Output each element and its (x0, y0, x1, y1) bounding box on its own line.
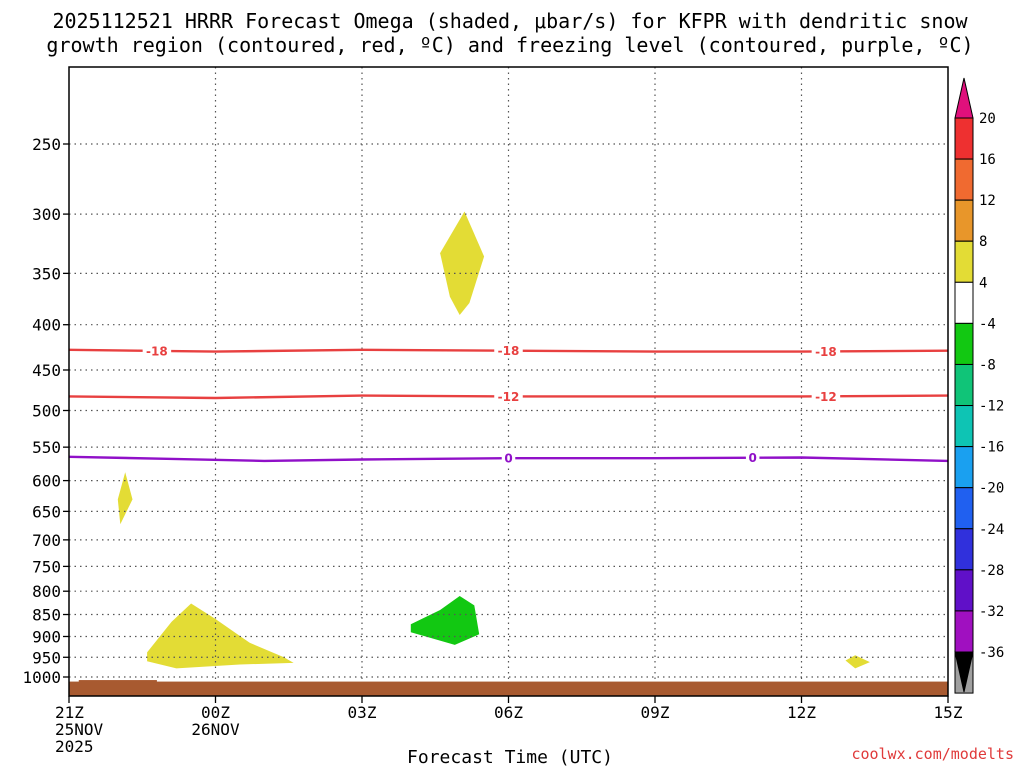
x-tick-label-0-2: 2025 (55, 737, 94, 756)
y-tick-label-600: 600 (32, 472, 61, 491)
colorbar-swatch-13 (954, 610, 974, 653)
contour-label-bg-0-2 (811, 344, 841, 359)
colorbar-swatch-12 (954, 569, 974, 612)
y-tick-label-750: 750 (32, 557, 61, 576)
y-tick-label-800: 800 (32, 582, 61, 601)
colorbar-swatch-10 (954, 487, 974, 530)
omega-region-2 (147, 603, 294, 669)
colorbar-swatch-11 (954, 528, 974, 571)
contour-label-bg-1-1 (811, 389, 841, 404)
colorbar-label-5: -4 (979, 316, 996, 332)
colorbar-under-triangle (954, 651, 974, 693)
colorbar-label-12: -32 (979, 604, 1004, 620)
colorbar-label-3: 8 (979, 234, 987, 250)
chart-title-line1: 2025112521 HRRR Forecast Omega (shaded, … (52, 9, 968, 33)
y-axis-ticks: 250 300 350 400 450 500 550 600 650 700 750 800 850 9… (22, 135, 69, 687)
omega-region-3 (410, 596, 480, 645)
x-axis-label: Forecast Time (UTC) (407, 747, 613, 768)
grid-lines (69, 67, 948, 696)
contour-label-bg-2-0 (501, 451, 516, 466)
colorbar-swatch-5 (954, 281, 974, 324)
x-tick-label-0-1: 25NOV (55, 720, 104, 739)
y-tick-label-350: 350 (32, 264, 61, 283)
y-tick-label-900: 900 (32, 627, 61, 646)
colorbar-label-4: 4 (979, 275, 987, 291)
colorbar-label-2: 12 (979, 193, 996, 209)
omega-region-1 (117, 472, 133, 525)
contour-label-bg-1-0 (494, 389, 523, 404)
ground-layer (69, 680, 948, 696)
contour-label-1-0: -12 (498, 390, 520, 404)
ground-fill (69, 681, 948, 696)
y-tick-label-300: 300 (32, 205, 61, 224)
contour-label-1-1: -12 (815, 390, 837, 404)
colorbar-label-8: -16 (979, 440, 1004, 456)
contour-label-bg-0-0 (142, 343, 172, 358)
contour-label-2-1: 0 (748, 451, 756, 465)
x-tick-label-15-0: 12Z (787, 703, 816, 722)
contour-label-0-2: -18 (815, 345, 837, 359)
colorbar-swatch-8 (954, 405, 974, 448)
omega-region-0 (440, 211, 485, 315)
contour-label-2-0: 0 (504, 452, 512, 466)
contour-label-0-0: -18 (146, 344, 168, 358)
colorbar-label-10: -24 (979, 522, 1004, 538)
y-tick-label-450: 450 (32, 361, 61, 380)
colorbar-label-1: 16 (979, 152, 996, 168)
y-tick-label-700: 700 (32, 531, 61, 550)
colorbar-label-9: -20 (979, 481, 1004, 497)
colorbar-swatch-0 (954, 117, 974, 160)
x-tick-label-9-0: 06Z (494, 703, 523, 722)
colorbar-swatch-2 (954, 199, 974, 242)
site-credit: coolwx.com/modelts (851, 745, 1014, 763)
y-tick-label-550: 550 (32, 438, 61, 457)
x-tick-label-3-0: 00Z (201, 703, 230, 722)
contour-label-bg-0-1 (494, 343, 523, 358)
colorbar-swatch-6 (954, 322, 974, 365)
y-tick-label-950: 950 (32, 648, 61, 667)
y-tick-label-850: 850 (32, 606, 61, 625)
contour-label-bg-2-1 (745, 450, 760, 465)
contour-line-2 (68, 455, 949, 463)
contour-label-0-1: -18 (498, 344, 520, 358)
chart-title-line2: growth region (contoured, red, ºC) and f… (46, 33, 973, 57)
colorbar-swatch-4 (954, 240, 974, 283)
x-tick-label-3-1: 26NOV (191, 720, 240, 739)
colorbar-swatch-9 (954, 446, 974, 489)
colorbar-label-0: 20 (979, 111, 996, 127)
colorbar-swatch-1 (954, 158, 974, 201)
colorbar-label-11: -28 (979, 563, 1004, 579)
colorbar-label-13: -36 (979, 645, 1004, 661)
omega-shading-layer (117, 211, 870, 669)
omega-region-4 (845, 655, 870, 669)
y-tick-label-250: 250 (32, 135, 61, 154)
x-tick-label-0-0: 21Z (55, 703, 84, 722)
colorbar-over-triangle (954, 77, 974, 119)
ground-bump (78, 680, 157, 683)
y-tick-label-400: 400 (32, 316, 61, 335)
colorbar: 20 16 12 8 4 -4 -8 -12 -16 -20 -24 -28 -32 -36 (954, 77, 1004, 694)
contour-layer: -18 -18 -18 -12 -12 0 0 (68, 343, 949, 466)
colorbar-label-7: -12 (979, 399, 1004, 415)
x-tick-label-12-0: 09Z (641, 703, 670, 722)
x-tick-label-18-0: 15Z (934, 703, 963, 722)
y-tick-label-1000: 1000 (22, 668, 61, 687)
y-tick-label-500: 500 (32, 402, 61, 421)
y-tick-label-650: 650 (32, 502, 61, 521)
x-tick-label-6-0: 03Z (348, 703, 377, 722)
colorbar-swatch-7 (954, 363, 974, 407)
colorbar-label-6: -8 (979, 357, 996, 373)
